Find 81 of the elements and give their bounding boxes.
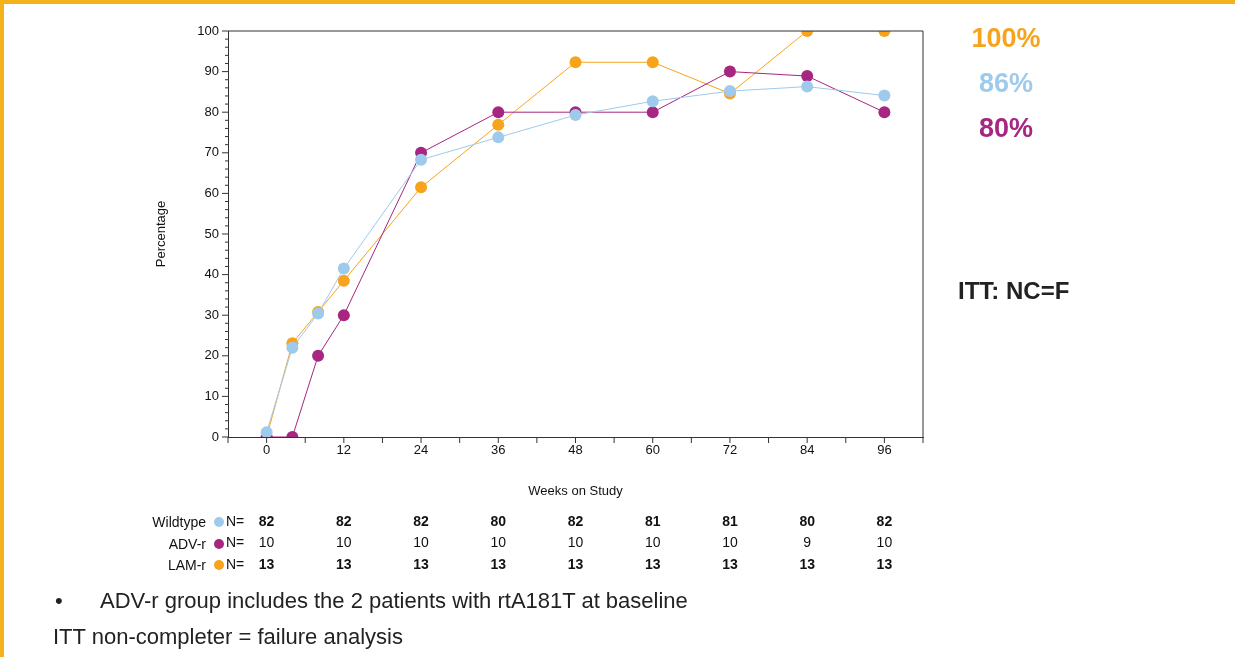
text: 10 — [567, 534, 584, 551]
x-tick-label: 96 — [877, 442, 892, 458]
point — [286, 341, 299, 354]
y-tick-label: 80 — [204, 103, 219, 119]
text: 82 — [876, 512, 893, 529]
text: 10 — [258, 534, 275, 551]
text: 13 — [799, 555, 816, 572]
text: 13 — [644, 555, 661, 572]
text: 13 — [258, 555, 275, 572]
x-tick-label: 36 — [491, 442, 506, 458]
text: 10 — [722, 534, 738, 551]
legend-label: LAM-r — [167, 557, 206, 573]
x-tick-label: 24 — [413, 442, 429, 458]
point — [312, 349, 325, 362]
y-tick-label: 40 — [204, 266, 219, 282]
text: ITT non-completer = failure analysis — [53, 624, 403, 650]
y-tick-label: 50 — [204, 225, 219, 241]
y-tick-label: 10 — [204, 387, 219, 403]
text: N= — [226, 512, 245, 529]
text: 10 — [413, 534, 430, 551]
point — [646, 56, 659, 69]
text: 82 — [567, 512, 584, 529]
text: 82 — [413, 512, 430, 529]
text: N= — [226, 534, 245, 551]
text: ITT: NC=F — [958, 276, 1070, 304]
legend-label: Wildtype — [152, 514, 206, 530]
text: 10 — [490, 534, 507, 551]
text: 10 — [336, 534, 352, 551]
y-tick-label: 60 — [204, 184, 219, 200]
text: 80 — [490, 512, 507, 529]
text: 80 — [799, 512, 816, 529]
text: 13 — [876, 555, 893, 572]
y-tick-label: 100 — [197, 22, 219, 38]
y-axis-title: Percentage — [153, 200, 169, 268]
x-tick-label: 72 — [722, 442, 738, 458]
y-tick-label: 0 — [211, 428, 219, 444]
text: 81 — [722, 512, 738, 529]
point — [646, 95, 659, 108]
point — [492, 118, 505, 131]
text: N= — [226, 555, 245, 572]
x-tick-label: 84 — [799, 442, 815, 458]
y-tick-label: 70 — [204, 144, 219, 160]
text: 13 — [567, 555, 584, 572]
x-axis-title: Weeks on Study — [528, 482, 624, 498]
x-tick-label: 12 — [336, 442, 352, 458]
point — [801, 70, 814, 83]
x-tick-label: 0 — [262, 442, 271, 458]
point — [569, 56, 582, 69]
x-tick-label: 60 — [645, 442, 660, 458]
legend-label: ADV-r — [168, 535, 206, 552]
point — [492, 131, 505, 144]
y-tick-label: 30 — [204, 306, 219, 322]
point — [492, 106, 505, 119]
text: 9 — [803, 534, 812, 551]
y-tick-label: 90 — [204, 63, 219, 79]
text: 81 — [644, 512, 661, 529]
point — [723, 65, 736, 78]
point — [878, 106, 891, 119]
text: 10 — [876, 534, 893, 551]
text: ADV-r group includes the 2 patients with rtA181T at baseline — [100, 588, 688, 614]
text: 13 — [722, 555, 738, 572]
text: 86% — [978, 68, 1034, 99]
text: 82 — [336, 512, 352, 529]
y-tick-label: 20 — [204, 347, 219, 363]
point — [801, 80, 814, 93]
point — [646, 106, 659, 119]
text: 13 — [413, 555, 430, 572]
point — [337, 309, 350, 322]
text: 13 — [336, 555, 352, 572]
point — [415, 181, 428, 194]
text: 100% — [971, 23, 1041, 54]
point — [878, 89, 891, 102]
point — [415, 153, 428, 166]
text: 13 — [490, 555, 507, 572]
point — [337, 274, 350, 287]
text: 82 — [258, 512, 275, 529]
text: • — [55, 588, 63, 614]
text: 10 — [644, 534, 661, 551]
text: 80% — [978, 113, 1034, 144]
point — [337, 262, 350, 275]
x-tick-label: 48 — [568, 442, 583, 458]
